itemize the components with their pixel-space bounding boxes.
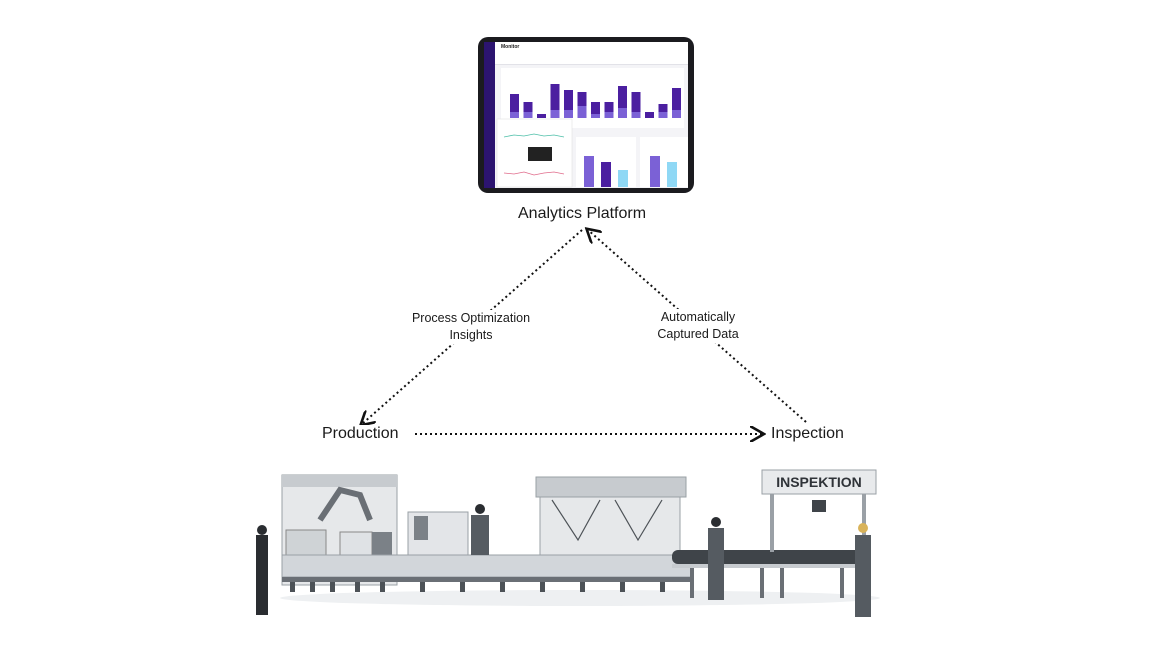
dashboard-bar <box>604 112 614 118</box>
dashboard-bar <box>645 112 654 118</box>
edge-label-left-line2: Insights <box>449 328 493 342</box>
dashboard-bar <box>672 110 681 118</box>
dashboard-bar <box>510 94 519 112</box>
dashboard-bar <box>577 92 587 106</box>
edge-label-left-line1: Process Optimization <box>411 311 531 325</box>
edge-label-left: Process Optimization Insights <box>395 310 547 344</box>
dashboard-charts <box>496 68 688 188</box>
tablet-screen: Monitor <box>484 42 688 188</box>
dashboard-bar <box>591 102 600 114</box>
dashboard-bar <box>618 86 627 108</box>
dashboard-bar <box>537 114 546 118</box>
dashboard-bar <box>564 90 573 110</box>
dashboard-bar <box>523 112 533 118</box>
dashboard-title: Monitor <box>501 44 520 50</box>
dashboard-bar <box>672 88 681 110</box>
dashboard-bar <box>631 112 641 118</box>
dashboard-bar <box>618 108 627 118</box>
tablet-device: Monitor <box>478 37 694 193</box>
dashboard-sidebar <box>484 42 495 188</box>
edge-label-right: Automatically Captured Data <box>640 309 756 343</box>
dashboard-bar <box>550 84 560 110</box>
dashboard-bar <box>631 92 641 112</box>
node-inspection: Inspection <box>771 425 844 443</box>
inspection-sign: INSPEKTION <box>776 474 862 490</box>
dashboard-bar <box>523 102 533 112</box>
dashboard-bar <box>604 102 614 112</box>
node-analytics-platform: Analytics Platform <box>518 205 647 222</box>
dashboard-bar <box>577 106 587 118</box>
dashboard-bar <box>658 112 668 118</box>
dashboard-bar <box>550 110 560 118</box>
dashboard-header: Monitor <box>495 42 688 65</box>
edge-label-right-line1: Automatically <box>660 310 736 324</box>
dashboard-bar <box>591 114 600 118</box>
node-production: Production <box>322 425 399 443</box>
dashboard-bar <box>510 112 519 118</box>
dashboard-bar <box>658 104 668 112</box>
edge-label-right-line2: Captured Data <box>657 327 739 341</box>
dashboard-bar <box>564 110 573 118</box>
